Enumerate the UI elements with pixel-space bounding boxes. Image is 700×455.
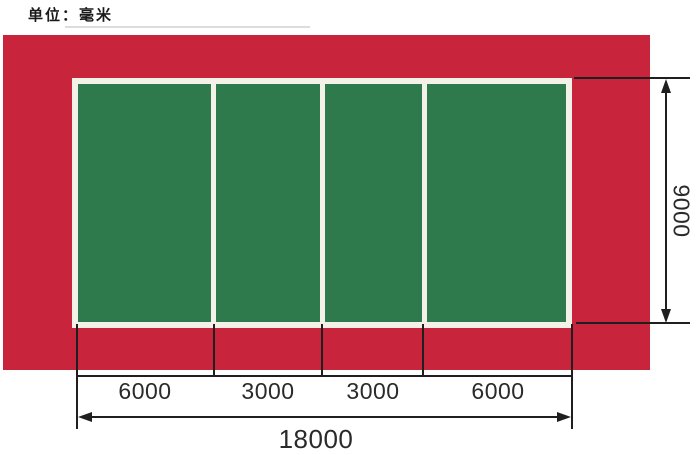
- unit-label: 单位：毫米: [28, 7, 114, 24]
- segment-width-label: 6000: [471, 378, 525, 404]
- extension-line-div3: [422, 324, 424, 376]
- artifact-line: [65, 26, 310, 28]
- segment-width-label: 3000: [346, 378, 400, 404]
- court-boundary: [72, 78, 572, 328]
- segment-width-label: 3000: [241, 378, 295, 404]
- arrowhead-up-icon: [661, 79, 671, 93]
- arrowhead-left-icon: [78, 412, 92, 422]
- arrowhead-right-icon: [557, 412, 571, 422]
- total-width-label: 18000: [278, 424, 354, 454]
- extension-line-top-right: [574, 77, 690, 79]
- height-dimension-line: [665, 91, 667, 311]
- arrowhead-down-icon: [661, 309, 671, 323]
- height-label: 9000: [668, 184, 695, 238]
- extension-line-div1: [213, 324, 215, 376]
- extension-line-bottom-right: [576, 322, 690, 324]
- court-panel-back-right: [426, 84, 566, 322]
- extension-line-div2: [321, 324, 323, 376]
- court-panels: [78, 84, 566, 322]
- segment-rule: [76, 375, 573, 377]
- court-panel-back-left: [78, 84, 212, 322]
- court-panel-front-right: [325, 84, 422, 322]
- total-width-dimension-line: [88, 416, 561, 418]
- segment-width-label: 6000: [118, 378, 172, 404]
- court-panel-front-left: [216, 84, 320, 322]
